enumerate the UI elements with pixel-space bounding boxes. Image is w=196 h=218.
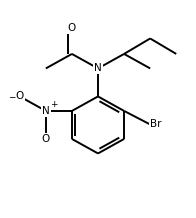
Text: +: + [50, 100, 57, 109]
Text: −: − [8, 92, 16, 101]
Text: N: N [94, 63, 102, 73]
Text: O: O [42, 134, 50, 144]
Text: O: O [16, 91, 24, 101]
Text: Br: Br [150, 119, 162, 129]
Text: N: N [42, 106, 50, 116]
Text: O: O [68, 23, 76, 33]
